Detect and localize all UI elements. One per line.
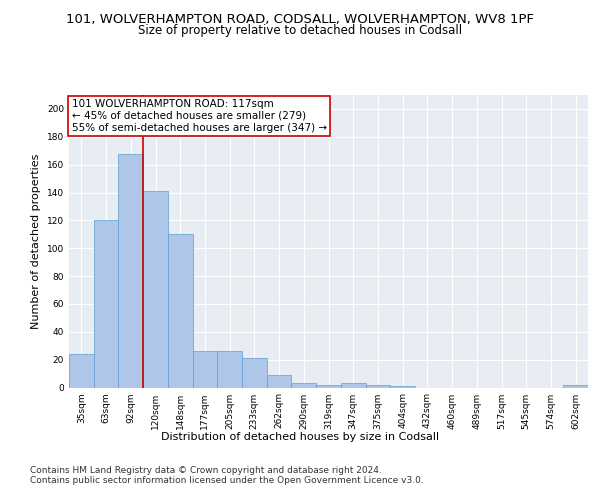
Text: Contains public sector information licensed under the Open Government Licence v3: Contains public sector information licen… bbox=[30, 476, 424, 485]
Bar bbox=[316, 384, 341, 388]
Text: 101, WOLVERHAMPTON ROAD, CODSALL, WOLVERHAMPTON, WV8 1PF: 101, WOLVERHAMPTON ROAD, CODSALL, WOLVER… bbox=[66, 12, 534, 26]
Bar bbox=[365, 384, 390, 388]
Bar bbox=[168, 234, 193, 388]
Text: 101 WOLVERHAMPTON ROAD: 117sqm
← 45% of detached houses are smaller (279)
55% of: 101 WOLVERHAMPTON ROAD: 117sqm ← 45% of … bbox=[71, 100, 327, 132]
Bar bbox=[242, 358, 267, 388]
Bar bbox=[390, 386, 415, 388]
Bar bbox=[94, 220, 118, 388]
Text: Contains HM Land Registry data © Crown copyright and database right 2024.: Contains HM Land Registry data © Crown c… bbox=[30, 466, 382, 475]
Y-axis label: Number of detached properties: Number of detached properties bbox=[31, 154, 41, 329]
Bar bbox=[563, 384, 588, 388]
Bar bbox=[118, 154, 143, 388]
Bar bbox=[217, 352, 242, 388]
Bar bbox=[143, 191, 168, 388]
Bar bbox=[193, 352, 217, 388]
Bar bbox=[292, 384, 316, 388]
Text: Distribution of detached houses by size in Codsall: Distribution of detached houses by size … bbox=[161, 432, 439, 442]
Bar bbox=[341, 384, 365, 388]
Bar bbox=[267, 375, 292, 388]
Text: Size of property relative to detached houses in Codsall: Size of property relative to detached ho… bbox=[138, 24, 462, 37]
Bar bbox=[69, 354, 94, 388]
